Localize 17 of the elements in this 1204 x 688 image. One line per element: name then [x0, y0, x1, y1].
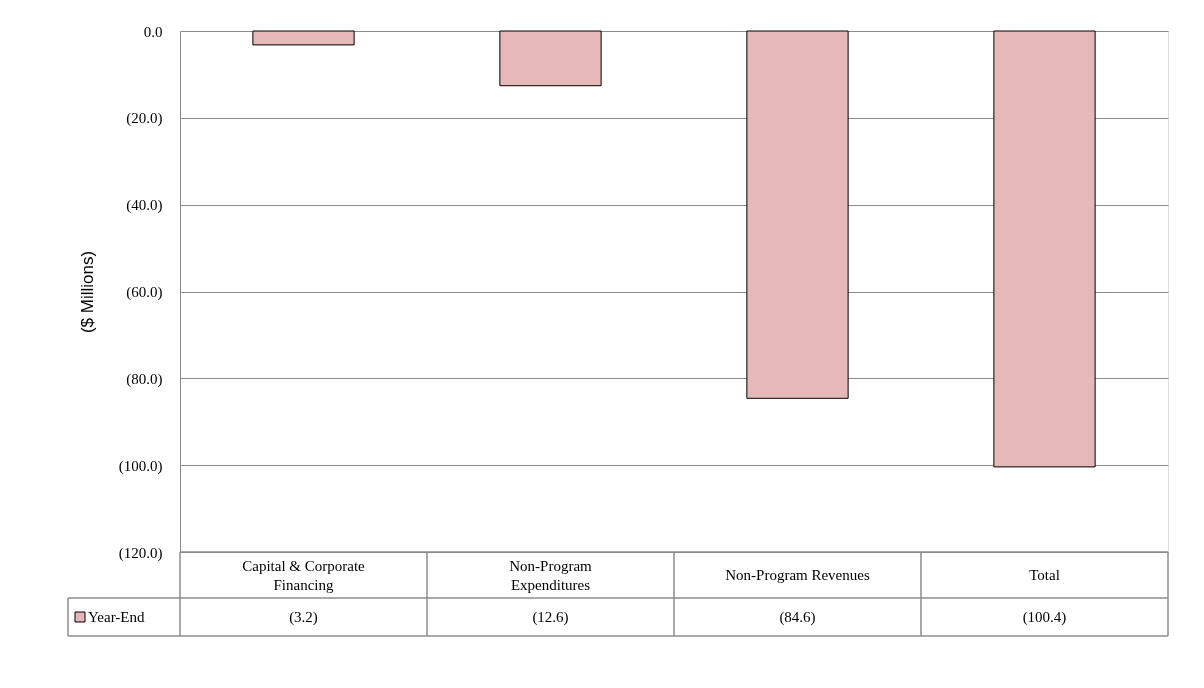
y-tick-label: 0.0	[143, 23, 163, 40]
x-tick-label: Capital & Corporate Financing	[242, 557, 366, 593]
y-tick-label: (40.0)	[126, 197, 163, 215]
legend-label: Year-End	[88, 609, 145, 625]
y-tick-label: (20.0)	[126, 110, 163, 128]
x-tick-label: Non-Program Expenditures	[509, 557, 593, 593]
data-label: (84.6)	[779, 609, 816, 626]
data-label: (12.6)	[532, 609, 569, 626]
x-tick-label: Non-Program Revenues	[725, 567, 870, 583]
y-tick-label: (100.0)	[118, 457, 163, 475]
y-axis-title: ($ Millions)	[77, 250, 97, 334]
y-tick-label: (120.0)	[118, 544, 163, 562]
y-tick-label: (60.0)	[126, 284, 163, 301]
data-label: (3.2)	[289, 609, 318, 626]
data-label: (100.4)	[1022, 609, 1067, 626]
y-tick-label: (80.0)	[126, 370, 163, 388]
x-tick-label: Total	[1029, 567, 1060, 583]
